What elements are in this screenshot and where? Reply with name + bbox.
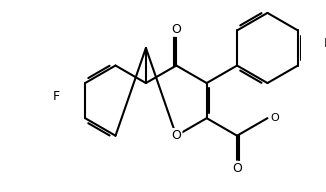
Text: O: O <box>171 23 181 36</box>
Text: O: O <box>270 113 279 123</box>
Text: F: F <box>323 37 326 50</box>
Text: O: O <box>232 162 242 175</box>
Text: O: O <box>171 129 181 142</box>
Text: F: F <box>52 90 60 103</box>
